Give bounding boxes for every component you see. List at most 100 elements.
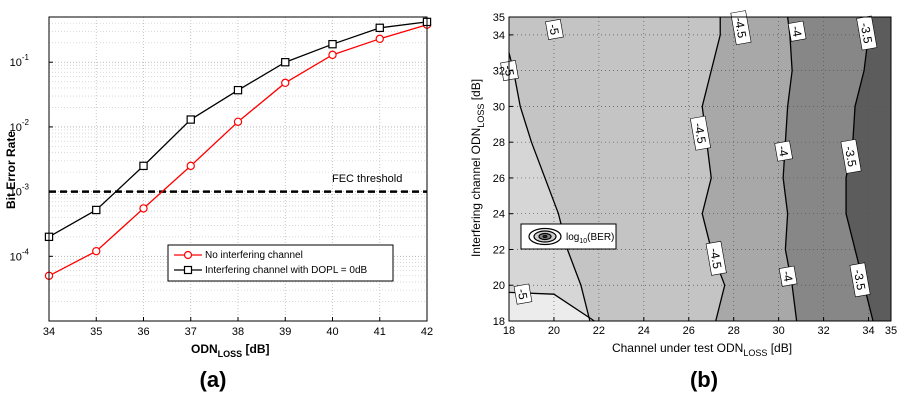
- contour-x-tick-label: 20: [548, 325, 560, 337]
- contour-label-text: -4.5: [732, 16, 749, 39]
- contour-label: -4.5: [705, 240, 727, 276]
- contour-legend-label-main: log: [566, 232, 579, 243]
- ber-y-tick-label: 10-1: [10, 53, 30, 69]
- series-0-point: [92, 246, 101, 256]
- series-0-point: [375, 34, 384, 44]
- contour-label-box: [689, 115, 712, 151]
- contour-label: -4: [787, 20, 807, 42]
- contour-x-tick-label: 28: [728, 325, 740, 337]
- panel-b-label: (b): [690, 367, 718, 392]
- contour-label-text: -5: [546, 23, 562, 36]
- contour-label-box: [774, 140, 793, 162]
- contour-x-tick-label: 35: [885, 325, 897, 337]
- contour-legend-label: log10(BER): [566, 232, 614, 245]
- contour-label-box: [730, 10, 752, 46]
- ber-x-tick-label: 42: [421, 326, 433, 338]
- series-0-point: [328, 50, 337, 60]
- contour-label-box: [778, 265, 798, 287]
- ber-y-tick-exponent: -3: [22, 183, 30, 192]
- contour-y-axis-label-sub: LOSS: [476, 104, 486, 128]
- contour-level-labels: -5 -4.5 -4 -3.5-4.5-4 -3.5-4.5-4 -3.5-5-5: [500, 10, 878, 305]
- legend-marker-no-interfering: [183, 250, 193, 260]
- ber-y-tick-base: 10: [10, 187, 22, 199]
- contour-x-tick-label: 18: [503, 325, 515, 337]
- contour-label-box: [705, 240, 727, 276]
- contour-legend-icon: [528, 227, 562, 246]
- contour-label-box: [840, 138, 862, 174]
- contour-x-axis-label-main: Channel under test ODN: [612, 341, 743, 355]
- series-1-point: [328, 39, 337, 49]
- contour-legend-label-sub: 10: [579, 238, 587, 245]
- legend-marker-interfering: [183, 265, 193, 275]
- ber-x-axis-label: ODNLOSS [dB]: [191, 342, 270, 359]
- contour-y-tick-label: 30: [493, 101, 505, 113]
- contour-label-box: [787, 20, 807, 42]
- contour-y-tick-label: 18: [493, 316, 505, 328]
- contour-y-tick-label: 26: [493, 173, 505, 185]
- ber-x-tick-label: 34: [43, 326, 55, 338]
- contour-fill-regions: [509, 17, 891, 321]
- contour-label: -5: [513, 283, 533, 305]
- contour-y-axis-label-unit: [dB]: [469, 79, 483, 104]
- contour-label: -3.5: [840, 138, 862, 174]
- series-1-point: [281, 58, 290, 67]
- series-1-point: [139, 161, 148, 171]
- contour-label: -3.5: [849, 262, 871, 298]
- contour-label-text: -3.5: [851, 268, 868, 291]
- contour-x-tick-label: 32: [817, 325, 829, 337]
- contour-y-ticks: 18 20 22 24 26 28 30 32 34 35: [493, 12, 513, 328]
- contour-label-text: -4: [789, 25, 805, 38]
- ber-y-tick-exponent: -4: [22, 247, 30, 256]
- contour-label-text: -4.5: [707, 247, 724, 270]
- contour-y-tick-label: 35: [493, 12, 505, 24]
- contour-x-ticks: 18 20 22 24 26 28 30 32 34 35: [503, 317, 897, 337]
- ber-y-tick-exponent: -1: [22, 53, 30, 62]
- contour-x-axis-label: Channel under test ODNLOSS [dB]: [612, 341, 792, 358]
- series-0-point: [281, 78, 290, 88]
- contour-legend: log10(BER): [520, 223, 617, 250]
- contour-label: -4.5: [730, 10, 752, 46]
- ber-y-tick-base: 10: [10, 57, 22, 69]
- ber-x-axis-label-main: ODN: [191, 342, 218, 356]
- contour-y-tick-label: 28: [493, 137, 505, 149]
- contour-x-axis-label-sub: LOSS: [743, 348, 767, 358]
- legend-label-no-interfering: No interfering channel: [205, 250, 303, 261]
- ber-y-tick-exponent: -2: [22, 118, 30, 127]
- region-level-minus-5-band: [509, 52, 590, 321]
- ber-x-axis-label-sub: LOSS: [218, 349, 243, 359]
- contour-y-tick-label: 22: [493, 244, 505, 256]
- ber-legend-box: [167, 244, 394, 282]
- ber-series-layer: [44, 17, 432, 280]
- contour-legend-label-tail: (BER): [587, 232, 614, 243]
- contour-x-tick-label: 30: [773, 325, 785, 337]
- legend-label-interfering: Interfering channel with DOPL = 0dB: [205, 265, 368, 276]
- contour-x-axis-label-unit: [dB]: [767, 341, 792, 355]
- ber-x-tick-label: 38: [232, 326, 244, 338]
- contour-y-tick-label: 34: [493, 30, 505, 42]
- contour-label-text: -3.5: [858, 22, 875, 45]
- contour-x-tick-label: 22: [593, 325, 605, 337]
- contour-label: -3.5: [856, 15, 878, 51]
- contour-y-tick-label: 32: [493, 66, 505, 78]
- ber-x-tick-label: 40: [326, 326, 338, 338]
- ber-x-tick-label: 37: [185, 326, 197, 338]
- contour-label-box: [849, 262, 871, 298]
- series-1-point: [186, 115, 195, 124]
- ber-x-tick-label: 36: [137, 326, 149, 338]
- fec-threshold-label: FEC threshold: [332, 173, 402, 185]
- ber-y-tick-base: 10: [10, 122, 22, 134]
- contour-label: -4: [774, 140, 793, 162]
- series-1-point: [92, 205, 101, 215]
- contour-label: -4.5: [689, 115, 712, 151]
- ber-x-tick-label: 41: [374, 326, 386, 338]
- ber-x-ticks: 34 35 36 37 38 39 40 41 42: [43, 317, 433, 338]
- contour-line-level--5: [508, 52, 591, 322]
- contour-label: -4: [778, 265, 798, 287]
- ber-y-tick-label: 10-4: [10, 247, 30, 263]
- contour-y-axis-label-main: Interfering channel ODN: [469, 128, 483, 257]
- ber-x-tick-label: 39: [279, 326, 291, 338]
- ber-line-chart: 34 35 36 37 38 39 40 41 42 10-410-310-210-1 FEC …: [4, 16, 433, 392]
- contour-y-tick-label: 20: [493, 280, 505, 292]
- ber-x-axis-label-unit: [dB]: [242, 342, 269, 356]
